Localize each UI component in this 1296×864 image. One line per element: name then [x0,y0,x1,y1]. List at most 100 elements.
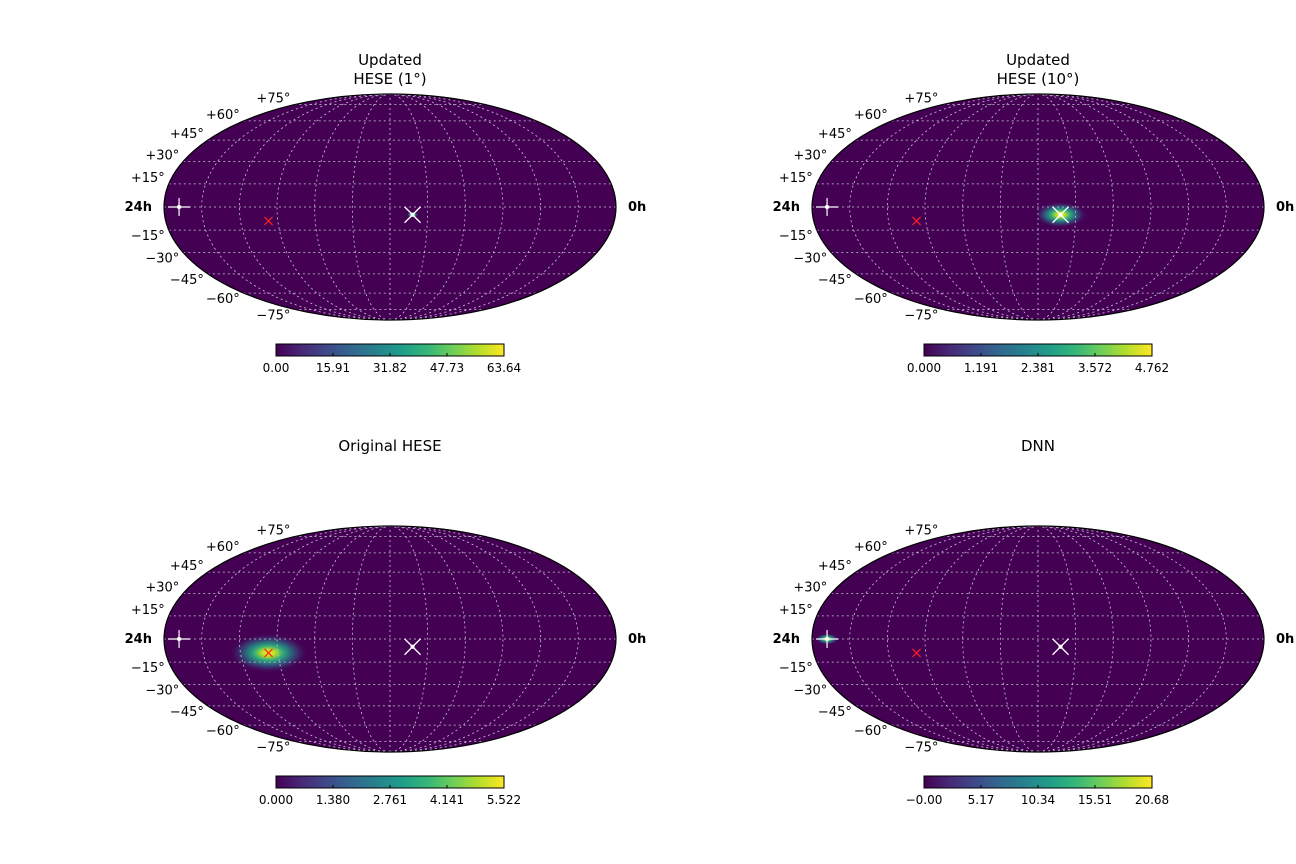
colorbar-tick-label: 5.522 [487,793,521,807]
skymap-panel-original-hese: Original HESE +75° +60° +45° +30° +15° −15° −30… [0,432,648,864]
latitude-label: +15° [779,171,813,186]
ra-label-right: 0h [1276,632,1294,647]
latitude-label: −60° [854,724,888,739]
latitude-label: −15° [131,229,165,244]
colorbar-tick-label: 0.000 [907,361,941,375]
panel-title: HESE (10°) [997,70,1080,88]
colorbar-tick-label: 63.64 [487,361,521,375]
source-x-marker [1052,206,1070,224]
grid-meridian [1037,525,1114,753]
latitude-label: +75° [904,524,938,539]
latitude-label: −30° [793,252,827,267]
colorbar-tick-label: 1.191 [964,361,998,375]
grid-meridian [849,525,1039,753]
reference-x-marker [912,648,921,658]
latitude-label: −30° [793,684,827,699]
skymap-svg: DNN +75° +60°+45° +30° +15° −15° −30° −45°−60° −… [773,437,1295,807]
skymap-panel-updated-hese-10deg: Updated HESE (10°) +75° +60° +45° +30° +15° −15… [648,0,1296,432]
grid-meridian [351,525,391,753]
source-cross-marker [816,630,839,648]
latitude-label: +45° [170,127,204,142]
latitude-label: −60° [854,292,888,307]
latitude-label: −75° [256,740,290,755]
colorbar-tick-label: 20.68 [1135,793,1169,807]
reference-x-marker [264,216,273,226]
latitude-label: +30° [145,580,179,595]
latitude-label: −30° [145,252,179,267]
panel-title: Original HESE [338,437,441,455]
grid-meridian [1037,93,1114,321]
colorbar-tick-label: 5.17 [968,793,995,807]
latitude-label: −75° [904,740,938,755]
grid-meridian [924,93,1039,321]
latitude-label: +75° [904,92,938,107]
grid-meridian [999,93,1039,321]
latitude-label: +60° [854,540,888,555]
sky-outline [163,525,617,753]
grid-meridian [1037,525,1152,753]
source-x-marker [404,638,422,656]
grid-meridian [276,525,391,753]
colorbar-tick-label: 3.572 [1078,361,1112,375]
source-cross-marker [168,630,191,648]
colorbar-tick-label: 10.34 [1021,793,1055,807]
latitude-label: +60° [206,540,240,555]
ra-label-left: 24h [125,632,152,647]
grid-meridian [389,525,579,753]
ra-label-left: 24h [125,200,152,215]
panel-title: Updated [358,51,422,69]
latitude-label: −30° [145,684,179,699]
panel-title: DNN [1021,437,1055,455]
latitude-label: −15° [131,661,165,676]
grid-meridian [276,93,391,321]
grid-meridian [201,93,391,321]
sky-outline [811,525,1265,753]
ra-label-right: 0h [1276,200,1294,215]
grid-meridian [1037,93,1227,321]
grid-meridian [1037,525,1227,753]
ra-label-right: 0h [628,632,646,647]
latitude-label: +75° [256,524,290,539]
colorbar-tick-label: 0.00 [263,361,290,375]
latitude-label: −60° [206,724,240,739]
grid-meridian [314,93,391,321]
source-cross-marker [168,198,191,216]
source-x-marker [404,206,422,224]
reference-x-marker [264,648,273,658]
skymap-svg: Original HESE +75° +60°+45° +30° +15° −15° −30… [125,437,647,807]
sky-outline [163,93,617,321]
grid-meridian [314,525,391,753]
latitude-label: +15° [131,603,165,618]
colorbar-tick-label: 4.762 [1135,361,1169,375]
latitude-label: +75° [256,92,290,107]
grid-meridian [924,525,1039,753]
colorbar-tick-label: 31.82 [373,361,407,375]
colorbar-tick-label: −0.00 [906,793,943,807]
colorbar-tick-label: 47.73 [430,361,464,375]
latitude-label: +15° [779,603,813,618]
latitude-label: −75° [904,308,938,323]
latitude-label: −45° [818,273,852,288]
grid-meridian [389,93,466,321]
skymap-panel-updated-hese-1deg: Updated HESE (1°) +75° +60° +45° +30° +15° −15°… [0,0,648,432]
latitude-label: −75° [256,308,290,323]
latitude-label: −45° [818,705,852,720]
latitude-label: +45° [818,559,852,574]
panel-title: HESE (1°) [353,70,426,88]
ra-label-left: 24h [773,200,800,215]
grid-meridian [1037,93,1077,321]
grid-meridian [962,525,1039,753]
source-x-marker [1052,638,1070,656]
latitude-label: −45° [170,273,204,288]
grid-meridian [201,525,391,753]
colorbar-tick-label: 4.141 [430,793,464,807]
ra-label-right: 0h [628,200,646,215]
skymap-panel-dnn: DNN +75° +60° +45° +30° +15° −15° −30° −45° −60° −… [648,432,1296,864]
latitude-label: +30° [145,148,179,163]
grid-meridian [389,93,429,321]
grid-meridian [389,93,504,321]
colorbar-tick-label: 15.51 [1078,793,1112,807]
ra-label-left: 24h [773,632,800,647]
latitude-label: −15° [779,661,813,676]
